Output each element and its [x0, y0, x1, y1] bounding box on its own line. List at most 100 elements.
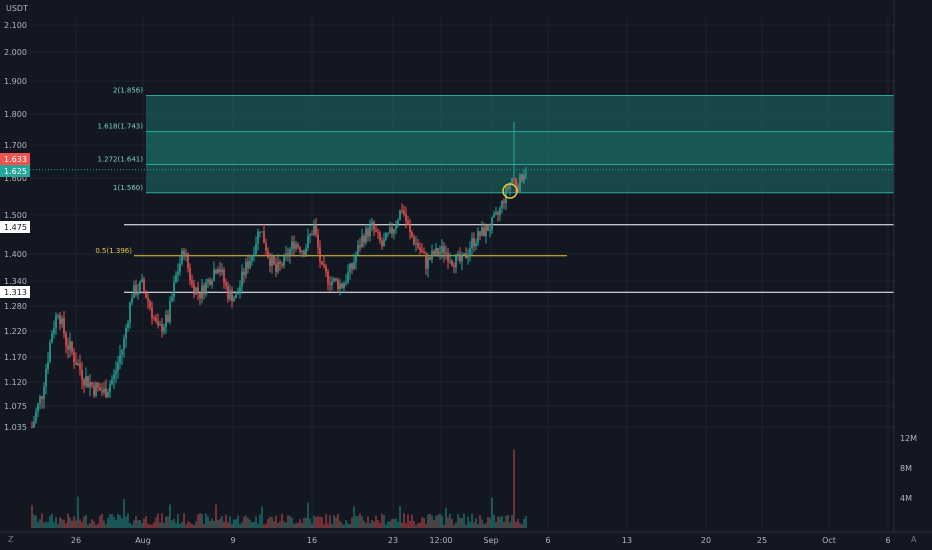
volume-bar: [221, 516, 223, 528]
volume-bar: [33, 514, 35, 528]
candle-body: [265, 243, 267, 251]
candle-body: [385, 233, 387, 240]
candle-body: [113, 374, 115, 380]
candle-body: [263, 231, 265, 244]
volume-bar: [307, 502, 309, 528]
candle-body: [173, 282, 175, 297]
volume-bar: [303, 517, 305, 528]
candle-body: [177, 271, 179, 275]
candle-body: [179, 263, 181, 272]
volume-bar: [179, 523, 181, 528]
current-price-badge: 1.625: [4, 167, 27, 176]
fib-band: [146, 95, 894, 132]
candle-body: [109, 384, 111, 393]
volume-bar: [181, 522, 183, 528]
volume-bar: [517, 518, 519, 528]
volume-bar: [203, 524, 205, 528]
candle-body: [103, 388, 105, 393]
candle-body: [183, 250, 185, 257]
volume-bar: [81, 521, 83, 528]
volume-bar: [71, 520, 73, 528]
candle-body: [425, 253, 427, 269]
volume-bar: [391, 519, 393, 528]
volume-bar: [347, 523, 349, 528]
candle-body: [411, 232, 413, 238]
volume-bar: [279, 520, 281, 528]
volume-bar: [509, 522, 511, 528]
candle-body: [391, 227, 393, 234]
volume-bar: [317, 516, 319, 528]
candle-body: [53, 327, 55, 334]
volume-bar: [175, 523, 177, 528]
candle-body: [371, 221, 373, 226]
volume-bar: [491, 497, 493, 528]
last-price-badge: 1.633: [4, 155, 27, 164]
volume-bar: [295, 523, 297, 528]
volume-bar: [243, 516, 245, 528]
volume-bar: [337, 514, 339, 528]
volume-bar: [167, 516, 169, 528]
candle-body: [95, 382, 97, 396]
candle-body: [405, 214, 407, 222]
volume-bar: [403, 513, 405, 528]
volume-bar: [31, 505, 33, 528]
volume-bar: [131, 524, 133, 528]
volume-bar: [125, 516, 127, 528]
volume-bar: [41, 513, 43, 528]
x-tick-label: 9: [230, 536, 235, 545]
volume-bar: [219, 518, 221, 528]
volume-bar: [101, 513, 103, 528]
volume-bar: [377, 519, 379, 528]
candle-body: [225, 282, 227, 286]
candle-body: [373, 221, 375, 230]
volume-bar: [115, 520, 117, 528]
candle-body: [303, 250, 305, 257]
candle-body: [111, 379, 113, 385]
candle-body: [429, 257, 431, 260]
volume-bar: [199, 513, 201, 528]
candle-body: [93, 385, 95, 396]
volume-bar: [305, 517, 307, 528]
y-tick-label: 1.075: [4, 402, 27, 411]
timezone-button[interactable]: Z: [8, 535, 14, 544]
candle-body: [481, 227, 483, 236]
candle-body: [155, 317, 157, 322]
candle-body: [321, 261, 323, 265]
y-tick-label: 1.600: [4, 174, 27, 183]
fib-extension-zone[interactable]: 2(1.856) 1.618(1.743) 1.272(1.641) 1(1.560): [97, 87, 894, 194]
candle-body: [357, 245, 359, 255]
volume-bar: [259, 514, 261, 528]
volume-bar: [153, 522, 155, 528]
volume-bar: [413, 521, 415, 528]
volume-bar: [161, 513, 163, 528]
candle-body: [213, 269, 215, 281]
current-price-badge-bg: [0, 165, 30, 177]
volume-bar: [477, 523, 479, 528]
volume-bar: [331, 523, 333, 528]
candle-body: [401, 210, 403, 212]
candle-body: [209, 279, 211, 285]
volume-bar: [43, 522, 45, 528]
volume-bar: [189, 522, 191, 528]
horizontal-levels[interactable]: 0.5(1.396): [30, 169, 894, 293]
highlight-circle: [502, 183, 518, 199]
candle-body: [435, 248, 437, 255]
volume-bar: [99, 515, 101, 528]
candle-body: [231, 290, 233, 302]
candle-body: [187, 253, 189, 269]
volume-bar: [443, 524, 445, 528]
volume-bar: [381, 513, 383, 528]
volume-bar: [473, 522, 475, 528]
auto-scale-button[interactable]: A: [911, 535, 917, 544]
volume-bar: [339, 520, 341, 528]
volume-bar: [57, 523, 59, 528]
volume-bar: [497, 516, 499, 528]
candle-body: [63, 318, 65, 334]
candle-body: [241, 271, 243, 287]
candle-body: [33, 421, 35, 428]
candle-body: [37, 403, 39, 412]
candle-body: [313, 224, 315, 235]
volume-bar: [257, 523, 259, 528]
candle-body: [223, 269, 225, 283]
